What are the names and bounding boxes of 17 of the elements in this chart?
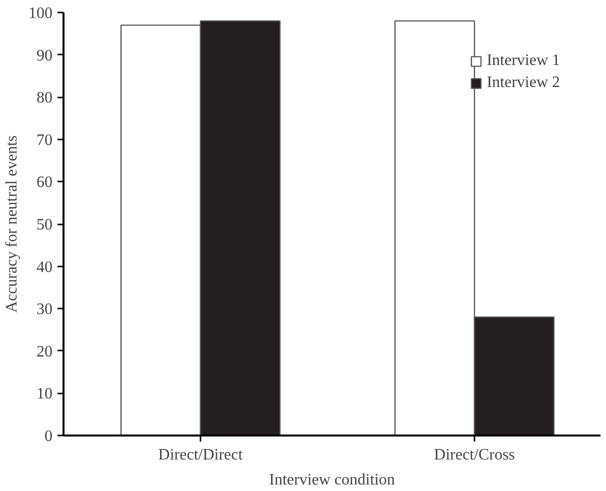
y-tick-label: 30 — [36, 301, 52, 318]
y-tick-label: 50 — [36, 216, 52, 234]
x-tick-label: Direct/Cross — [434, 446, 515, 464]
y-tick-label: 10 — [36, 386, 52, 403]
y-tick-label: 80 — [36, 90, 52, 107]
y-tick-label: 40 — [36, 258, 52, 276]
y-tick-label: 60 — [36, 174, 52, 192]
legend-label: Interview 2 — [486, 74, 560, 92]
x-axis-title: Interview condition — [269, 472, 395, 488]
y-tick-label: 90 — [36, 47, 52, 64]
y-tick-label: 70 — [36, 132, 52, 149]
x-tick-label: Direct/Direct — [158, 446, 244, 464]
legend-label: Interview 1 — [486, 52, 560, 70]
y-tick-label: 100 — [28, 5, 52, 22]
y-tick-label: 20 — [36, 343, 52, 360]
y-tick-label: 0 — [44, 428, 52, 445]
y-axis-title: Accuracy for neutral events — [4, 135, 20, 313]
